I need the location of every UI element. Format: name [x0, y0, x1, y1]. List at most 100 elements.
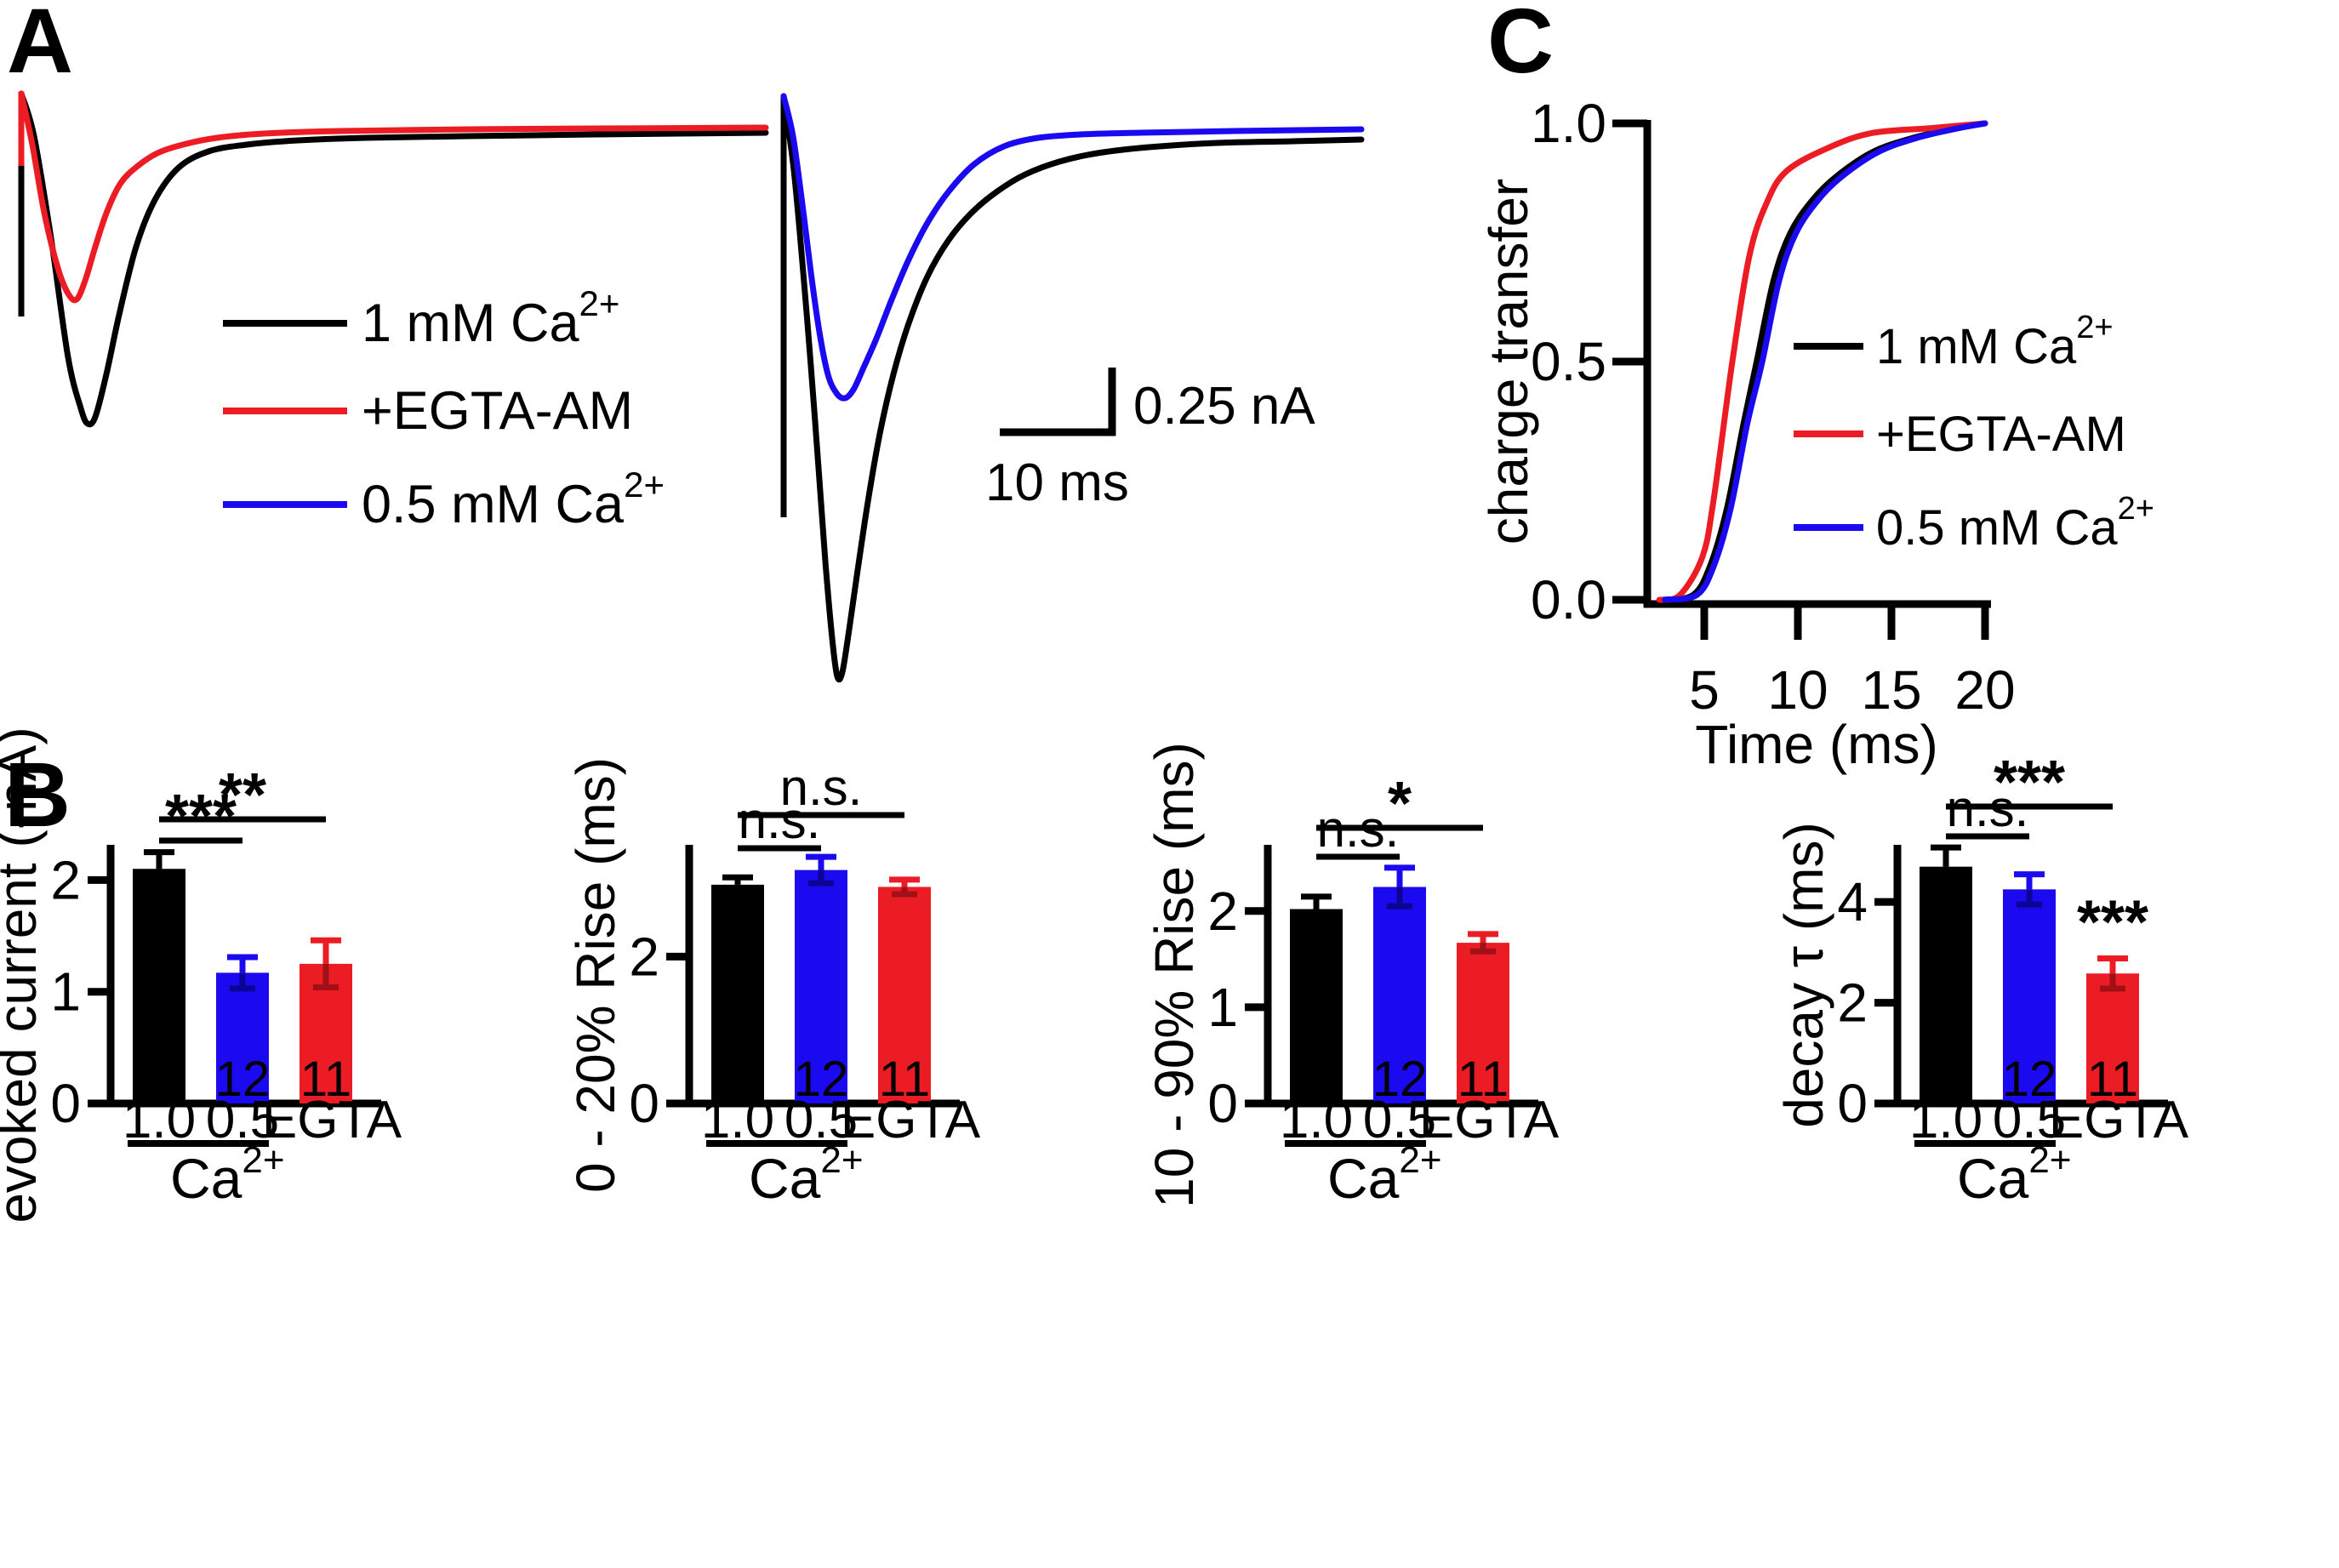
bar-EGTA — [1457, 943, 1509, 1103]
bar-n-label: 12 — [215, 1052, 271, 1107]
legend-label: 0.5 mM Ca2+ — [1876, 491, 2154, 556]
group-label: Ca2+ — [1327, 1139, 1442, 1210]
panel-a-legend-item-2: 0.5 mM Ca2+ — [223, 465, 665, 534]
c-x-axis-label: Time (ms) — [1695, 714, 1938, 775]
legend-label: +EGTA-AM — [1876, 407, 2126, 462]
bar-EGTA — [2086, 973, 2139, 1103]
c-x-tick-label: 10 — [1767, 659, 1828, 721]
b-y-tick-label: 1 — [50, 961, 81, 1023]
b-category-label: EGTA — [262, 1091, 402, 1149]
b-category-label: 1.0 — [1280, 1091, 1353, 1149]
bar-1.0 — [1920, 866, 1972, 1103]
b-category-label: EGTA — [841, 1091, 981, 1149]
trace-right-0 — [780, 93, 1365, 683]
bar-n-label: 11 — [1458, 1052, 1509, 1107]
b-category-label: 0.5 — [1363, 1091, 1436, 1149]
b-y-tick-label: 2 — [1207, 881, 1238, 942]
c-y-tick-label: 0.5 — [1531, 331, 1606, 392]
b-y-tick-label: 1 — [1207, 977, 1238, 1038]
b-y-tick-label: 0 — [50, 1073, 81, 1134]
bar-0.5 — [216, 972, 269, 1103]
bar-n-label: 12 — [2002, 1052, 2057, 1107]
bar-1.0 — [1290, 909, 1343, 1103]
c-x-tick-label: 5 — [1689, 659, 1720, 721]
trace-left-1 — [18, 90, 769, 304]
c-x-tick-label: 15 — [1861, 659, 1921, 721]
A_left_traces — [18, 90, 769, 428]
b-category-label: 1.0 — [123, 1091, 196, 1149]
b-category-label: 1.0 — [1909, 1091, 1982, 1149]
panel-c-chart: 1.0 0.5 0.0 5 10 15 20 Time (ms) charge transfer… — [1478, 93, 2154, 775]
b-y-tick-label: 0 — [1207, 1073, 1238, 1134]
panel-c-legend-item-2: 0.5 mM Ca2+ — [1794, 491, 2154, 556]
bar-n-label: 11 — [2087, 1052, 2138, 1107]
bar-0.5 — [1373, 887, 1426, 1103]
legend-label: 0.5 mM Ca2+ — [362, 465, 665, 534]
sig-stars: *** — [1994, 749, 2065, 817]
b-category-label: 0.5 — [784, 1091, 858, 1149]
panel-a-legend-item-0: 1 mM Ca2+ — [223, 283, 619, 353]
bar-1.0 — [711, 884, 764, 1103]
b-y-axis-label: evoked current (-nA) — [0, 727, 48, 1223]
panel-c-label: C — [1487, 0, 1554, 92]
b-y-tick-label: 0 — [629, 1073, 659, 1134]
c-curve-1 — [1656, 120, 1988, 603]
bar-n-label: 11 — [1920, 1052, 1971, 1107]
bar-n-label: 11 — [879, 1052, 930, 1107]
b-category-label: EGTA — [1419, 1091, 1560, 1149]
scalebar-current-label: 0.25 nA — [1133, 377, 1315, 436]
c-y-axis-label: charge transfer — [1478, 179, 1539, 545]
bar-n-label: 11 — [134, 1052, 185, 1107]
c-y-tick-label: 0.0 — [1531, 569, 1606, 630]
c-curve-2 — [1662, 120, 1988, 603]
bar-1.0 — [133, 869, 185, 1103]
legend-label: +EGTA-AM — [362, 381, 633, 441]
bar-EGTA — [878, 887, 931, 1103]
sig-stars: * — [1388, 770, 1412, 838]
b-y-axis-label: 0 - 20% Rise (ms) — [565, 757, 626, 1193]
group-label: Ca2+ — [749, 1139, 864, 1210]
c-y-tick-label: 1.0 — [1531, 93, 1606, 154]
bar-n-label: 11 — [300, 1052, 351, 1107]
sig-stars: ** — [219, 761, 266, 830]
c-x-tick-label: 20 — [1954, 659, 2015, 721]
trace-left-0 — [18, 90, 769, 428]
group-label: Ca2+ — [170, 1139, 285, 1210]
panel-a-legend-item-1: +EGTA-AM — [223, 381, 633, 441]
bar-stars: *** — [2077, 888, 2148, 956]
b-y-axis-label: 10 - 90% Rise (ms) — [1144, 742, 1205, 1208]
bar-0.5 — [795, 870, 847, 1103]
bar-n-label: 11 — [1291, 1052, 1342, 1107]
trace-right-1 — [780, 93, 1365, 402]
B_rise_0_20: 020 - 20% Rise (ms) 111.0120.511EGTACa2+n… — [565, 757, 981, 1210]
b-y-tick-label: 4 — [1837, 871, 1868, 932]
b-category-label: 0.5 — [1993, 1091, 2066, 1149]
sig-ns: n.s. — [739, 792, 821, 849]
bar-n-label: 12 — [794, 1052, 849, 1107]
panel-a-label: A — [7, 0, 73, 92]
b-y-tick-label: 2 — [1837, 972, 1868, 1034]
b-y-axis-label: decay τ (ms) — [1773, 822, 1834, 1128]
b-category-label: EGTA — [2049, 1091, 2189, 1149]
b-y-tick-label: 0 — [1837, 1073, 1868, 1134]
scalebar-time-label: 10 ms — [985, 453, 1129, 512]
bar-0.5 — [2003, 889, 2056, 1103]
b-y-tick-label: 2 — [629, 926, 659, 987]
b-category-label: 1.0 — [701, 1091, 774, 1149]
legend-label: 1 mM Ca2+ — [1876, 310, 2114, 374]
group-label: Ca2+ — [1957, 1139, 2072, 1210]
panel-c-legend-item-0: 1 mM Ca2+ — [1794, 310, 2114, 374]
b-category-label: 0.5 — [206, 1091, 279, 1149]
panel-b-label: B — [4, 743, 71, 846]
bar-n-label: 12 — [1372, 1052, 1428, 1107]
legend-label: 1 mM Ca2+ — [362, 283, 619, 353]
b-y-tick-label: 2 — [50, 849, 81, 910]
sig-ns: n.s. — [780, 759, 863, 816]
A_right_traces — [780, 93, 1365, 683]
